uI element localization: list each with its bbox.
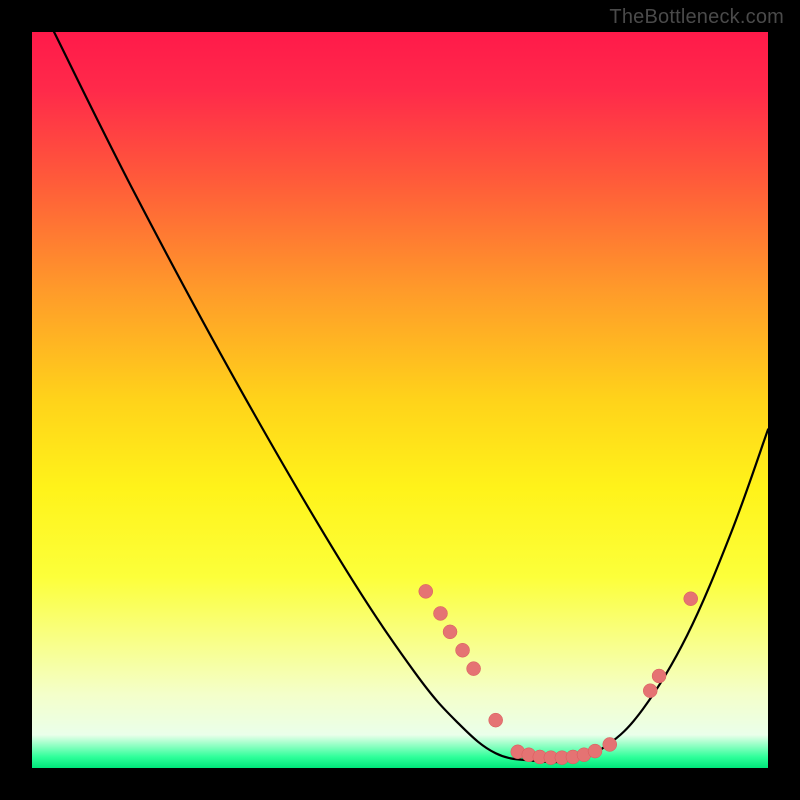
plot-area — [32, 32, 768, 768]
data-marker — [443, 625, 457, 639]
attribution-text: TheBottleneck.com — [609, 6, 784, 29]
data-marker — [588, 744, 602, 758]
bottleneck-curve — [54, 32, 768, 762]
data-marker — [489, 713, 503, 727]
data-marker — [603, 737, 617, 751]
data-marker — [652, 669, 666, 683]
data-marker — [433, 606, 447, 620]
data-marker — [419, 584, 433, 598]
data-marker — [643, 684, 657, 698]
data-markers — [419, 584, 698, 764]
data-marker — [684, 592, 698, 606]
data-marker — [467, 662, 481, 676]
curve-layer — [32, 32, 768, 768]
data-marker — [456, 643, 470, 657]
